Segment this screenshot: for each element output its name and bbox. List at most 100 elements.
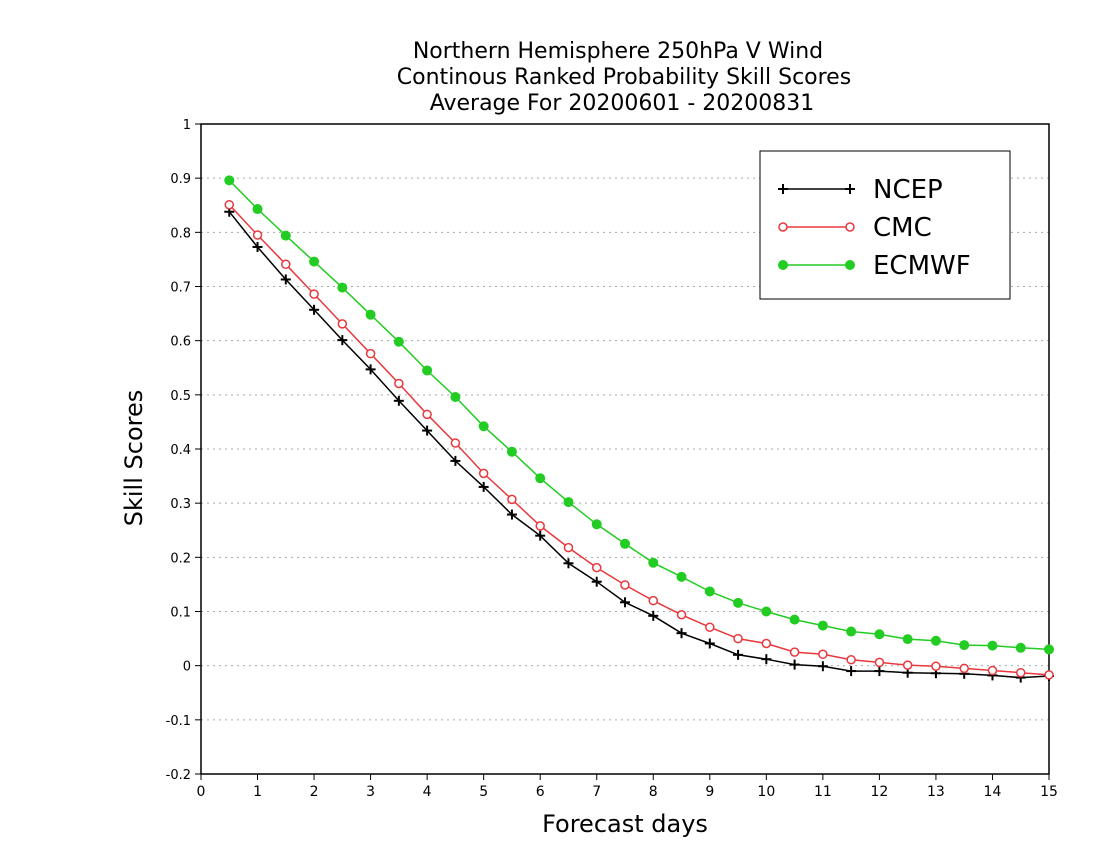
legend-box bbox=[759, 150, 1011, 300]
legend-marker-ncep bbox=[778, 184, 788, 194]
data-point-ecmwf bbox=[733, 597, 744, 608]
legend-label-ncep: NCEP bbox=[873, 175, 943, 205]
series-cmc bbox=[224, 199, 1054, 680]
data-point-ncep bbox=[620, 597, 630, 608]
data-point-ecmwf bbox=[959, 640, 970, 651]
data-point-cmc bbox=[365, 348, 376, 359]
y-tick-label: 0.4 bbox=[170, 443, 191, 458]
data-point-ncep bbox=[789, 659, 800, 670]
x-tick-label: 2 bbox=[310, 784, 319, 800]
data-point-ecmwf bbox=[1015, 642, 1026, 653]
data-point-ecmwf bbox=[704, 586, 715, 597]
data-point-cmc bbox=[902, 660, 913, 670]
legend-label-ecmwf: ECMWF bbox=[873, 251, 971, 281]
x-tick-label: 9 bbox=[705, 784, 714, 800]
x-tick-label: 10 bbox=[757, 784, 775, 800]
data-point-ncep bbox=[846, 666, 857, 677]
data-point-cmc bbox=[337, 319, 348, 329]
y-tick-label: 0.1 bbox=[170, 606, 191, 621]
data-point-cmc bbox=[1044, 670, 1054, 680]
data-point-ecmwf bbox=[309, 256, 320, 267]
y-tick-label: 0.8 bbox=[170, 226, 191, 241]
x-tick-label: 12 bbox=[870, 784, 888, 800]
data-point-ncep bbox=[733, 649, 744, 660]
data-point-ncep bbox=[393, 395, 404, 406]
legend-marker-cmc bbox=[845, 222, 855, 232]
x-tick-label: 4 bbox=[423, 784, 432, 800]
data-point-cmc bbox=[987, 665, 998, 676]
data-point-ncep bbox=[563, 558, 574, 569]
data-point-cmc bbox=[535, 521, 545, 531]
data-point-ecmwf bbox=[1044, 644, 1054, 655]
y-tick-label: 0.7 bbox=[170, 281, 191, 296]
x-tick-label: 7 bbox=[592, 784, 601, 800]
data-point-cmc bbox=[591, 562, 602, 573]
x-tick-label: 0 bbox=[197, 784, 206, 800]
chart-title-line-3: Average For 20200601 - 20200831 bbox=[430, 91, 815, 116]
data-point-ncep bbox=[591, 576, 602, 587]
data-point-ecmwf bbox=[930, 635, 941, 646]
data-point-ecmwf bbox=[422, 365, 433, 376]
legend-marker-cmc bbox=[778, 222, 788, 232]
data-point-ecmwf bbox=[450, 392, 461, 402]
data-point-ncep bbox=[648, 610, 659, 621]
x-tick-label: 6 bbox=[536, 784, 545, 800]
data-point-ecmwf bbox=[280, 230, 291, 241]
series-ecmwf bbox=[224, 175, 1054, 655]
legend-marker-ecmwf bbox=[778, 260, 788, 270]
legend-marker-ecmwf bbox=[845, 260, 855, 270]
data-point-ncep bbox=[874, 666, 885, 677]
series-layer bbox=[224, 175, 1054, 683]
y-tick-label: 1 bbox=[183, 118, 191, 133]
data-point-cmc bbox=[1015, 667, 1026, 678]
x-tick-label: 3 bbox=[366, 784, 375, 800]
y-tick-label: 0.5 bbox=[170, 389, 191, 404]
data-point-ncep bbox=[422, 425, 433, 436]
data-point-cmc bbox=[818, 649, 828, 660]
data-point-ecmwf bbox=[846, 626, 857, 637]
series-ncep bbox=[224, 206, 1054, 683]
y-tick-label: 0.2 bbox=[170, 551, 191, 566]
data-point-ecmwf bbox=[987, 640, 998, 651]
data-point-cmc bbox=[761, 638, 772, 649]
data-point-ncep bbox=[252, 241, 263, 252]
data-point-cmc bbox=[252, 230, 263, 240]
chart-title-line-2: Continous Ranked Probability Skill Score… bbox=[397, 65, 851, 90]
data-point-cmc bbox=[846, 654, 856, 665]
legend-marker-ncep bbox=[845, 184, 855, 194]
data-point-cmc bbox=[705, 622, 715, 632]
data-point-ecmwf bbox=[563, 497, 574, 508]
data-point-cmc bbox=[733, 633, 743, 644]
data-point-ncep bbox=[817, 661, 828, 672]
legend: NCEP CMC ECMWF bbox=[759, 150, 1011, 300]
data-point-ncep bbox=[478, 481, 489, 492]
data-point-ecmwf bbox=[789, 614, 800, 625]
y-tick-label: 0 bbox=[183, 660, 191, 675]
x-axis-label: Forecast days bbox=[542, 810, 708, 838]
data-point-cmc bbox=[394, 378, 404, 389]
x-tick-label: 11 bbox=[814, 784, 832, 800]
data-point-ncep bbox=[450, 455, 461, 466]
data-point-ecmwf bbox=[648, 557, 659, 568]
data-point-ecmwf bbox=[535, 473, 546, 484]
data-point-ncep bbox=[280, 274, 291, 285]
data-point-cmc bbox=[789, 647, 800, 657]
data-point-cmc bbox=[422, 409, 432, 420]
data-point-ecmwf bbox=[591, 519, 602, 530]
x-tick-label: 1 bbox=[253, 784, 262, 800]
x-tick-label: 13 bbox=[927, 784, 945, 800]
data-point-cmc bbox=[931, 661, 941, 671]
y-tick-label: -0.2 bbox=[166, 768, 191, 783]
data-point-ecmwf bbox=[902, 634, 913, 645]
data-point-ecmwf bbox=[506, 446, 517, 457]
y-tick-label: -0.1 bbox=[166, 714, 191, 729]
y-tick-label: 0.6 bbox=[170, 335, 191, 350]
data-point-ncep bbox=[309, 304, 320, 315]
data-point-cmc bbox=[874, 657, 885, 668]
x-tick-label: 14 bbox=[984, 784, 1002, 800]
legend-items: NCEP CMC ECMWF bbox=[778, 175, 971, 281]
data-point-cmc bbox=[648, 595, 659, 606]
data-point-ncep bbox=[535, 530, 546, 541]
data-point-ecmwf bbox=[874, 629, 885, 640]
